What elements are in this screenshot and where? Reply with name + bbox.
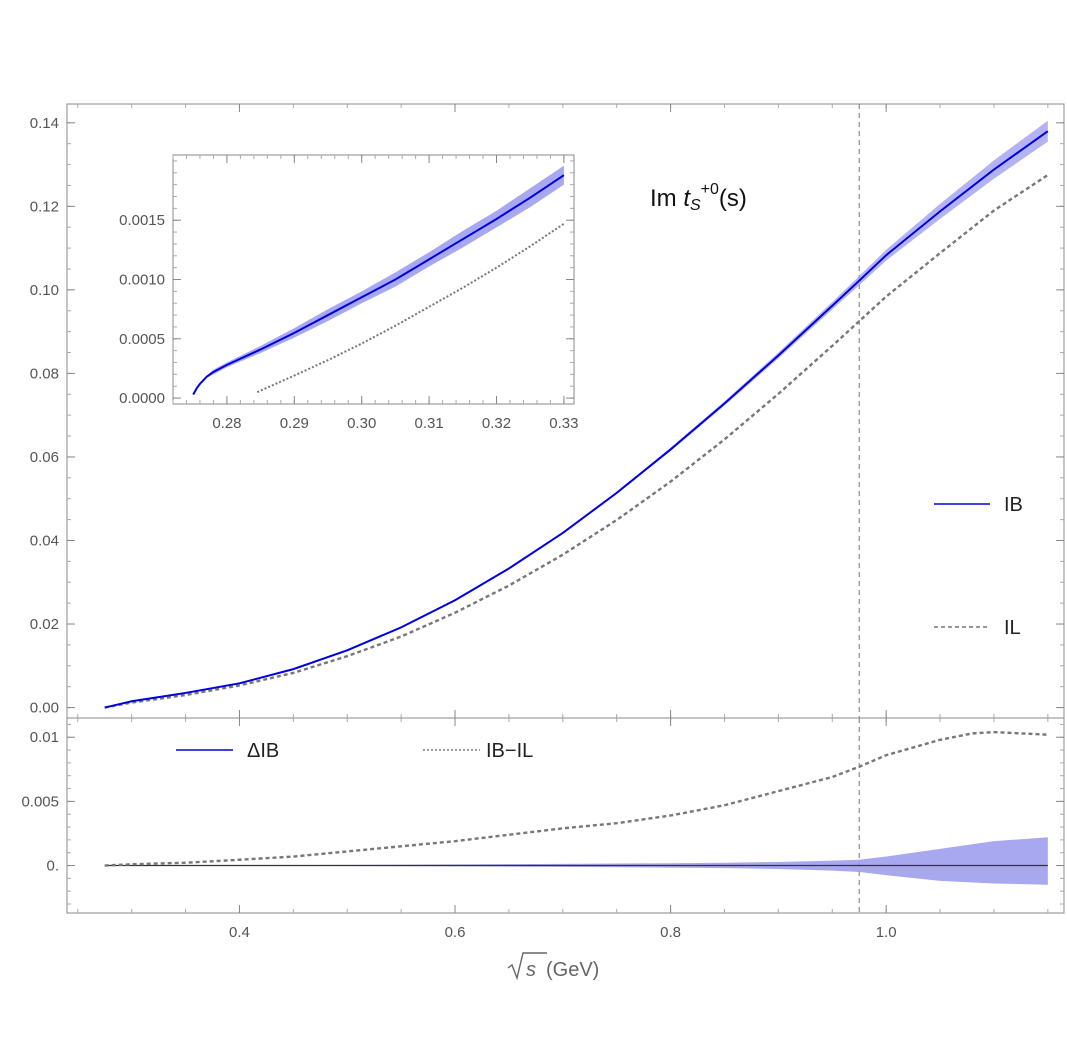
- main-y-tick-label: 0.02: [30, 616, 59, 633]
- main-legend: IB IL: [934, 494, 1023, 639]
- lower-dib-band: [104, 837, 1048, 885]
- x-axis-variable: s: [526, 959, 536, 981]
- legend-il-label: IL: [1004, 617, 1021, 639]
- main-title: Im tS+0(s): [650, 181, 747, 214]
- inset-panel: 0.28 0.29 0.30 0.31 0.32 0.33 0.0000 0.0005 0.00…: [119, 154, 578, 432]
- legend-dib-label: ΔIB: [247, 740, 279, 762]
- inset-y-tick-label: 0.0000: [119, 390, 165, 407]
- main-y-tick-label: 0.04: [30, 532, 59, 549]
- inset-y-tick-label: 0.0015: [119, 212, 165, 229]
- legend-ib-label: IB: [1004, 494, 1023, 516]
- lower-ib-il-line: [104, 730, 1048, 867]
- inset-x-tick-label: 0.30: [347, 415, 376, 432]
- main-y-tick-label: 0.00: [30, 700, 59, 717]
- title-tail: (s): [719, 185, 747, 212]
- lower-frame: [66, 717, 1065, 914]
- lower-legend: ΔIB IB−IL: [176, 740, 533, 762]
- lower-series: [104, 730, 1048, 885]
- inset-y-tick-label: 0.0005: [119, 331, 165, 348]
- inset-ib-line: [192, 174, 565, 396]
- main-ticks: 0.00 0.02 0.04 0.06 0.08 0.10 0.12 0.14: [30, 104, 1064, 718]
- lower-x-tick-label: 0.6: [445, 924, 466, 941]
- lower-x-tick-label: 0.4: [229, 924, 250, 941]
- legend-ibil-label: IB−IL: [486, 740, 533, 762]
- inset-il-line: [256, 222, 565, 394]
- inset-x-tick-label: 0.28: [212, 415, 241, 432]
- inset-x-tick-label: 0.29: [280, 415, 309, 432]
- lower-y-tick-label: 0.01: [30, 729, 59, 746]
- inset-ticks: 0.28 0.29 0.30 0.31 0.32 0.33 0.0000 0.0005 0.00…: [119, 155, 578, 432]
- lower-panel: 0.4 0.6 0.8 1.0 0. 0.005 0.01 ΔIB IB−IL: [21, 717, 1065, 941]
- sqrt-sign: [507, 952, 547, 981]
- main-y-tick-label: 0.06: [30, 449, 59, 466]
- main-ib-line: [104, 130, 1049, 709]
- main-series: [104, 120, 1049, 709]
- lower-ticks: 0.4 0.6 0.8 1.0 0. 0.005 0.01: [21, 718, 1064, 941]
- inset-series: [192, 165, 565, 396]
- inset-y-tick-label: 0.0010: [119, 272, 165, 289]
- title-superscript: +0: [701, 181, 719, 198]
- main-il-line: [104, 174, 1049, 709]
- title-base: Im: [650, 185, 683, 212]
- lower-y-tick-label: 0.005: [21, 793, 59, 810]
- x-axis-label: s (GeV): [507, 952, 599, 981]
- main-y-tick-label: 0.08: [30, 365, 59, 382]
- main-y-tick-label: 0.14: [30, 115, 59, 132]
- title-subscript: S: [690, 197, 701, 214]
- lower-y-tick-label: 0.: [46, 858, 59, 875]
- main-y-tick-label: 0.12: [30, 198, 59, 215]
- x-axis-unit: (GeV): [546, 959, 599, 981]
- inset-x-tick-label: 0.33: [549, 415, 578, 432]
- inset-x-tick-label: 0.31: [414, 415, 443, 432]
- title-t: t: [683, 185, 691, 212]
- lower-x-tick-label: 0.8: [660, 924, 681, 941]
- inset-frame: [172, 154, 575, 405]
- lower-x-tick-label: 1.0: [876, 924, 897, 941]
- inset-x-tick-label: 0.32: [482, 415, 511, 432]
- main-y-tick-label: 0.10: [30, 282, 59, 299]
- main-panel: 0.00 0.02 0.04 0.06 0.08 0.10 0.12 0.14 Im tS+0…: [30, 103, 1065, 719]
